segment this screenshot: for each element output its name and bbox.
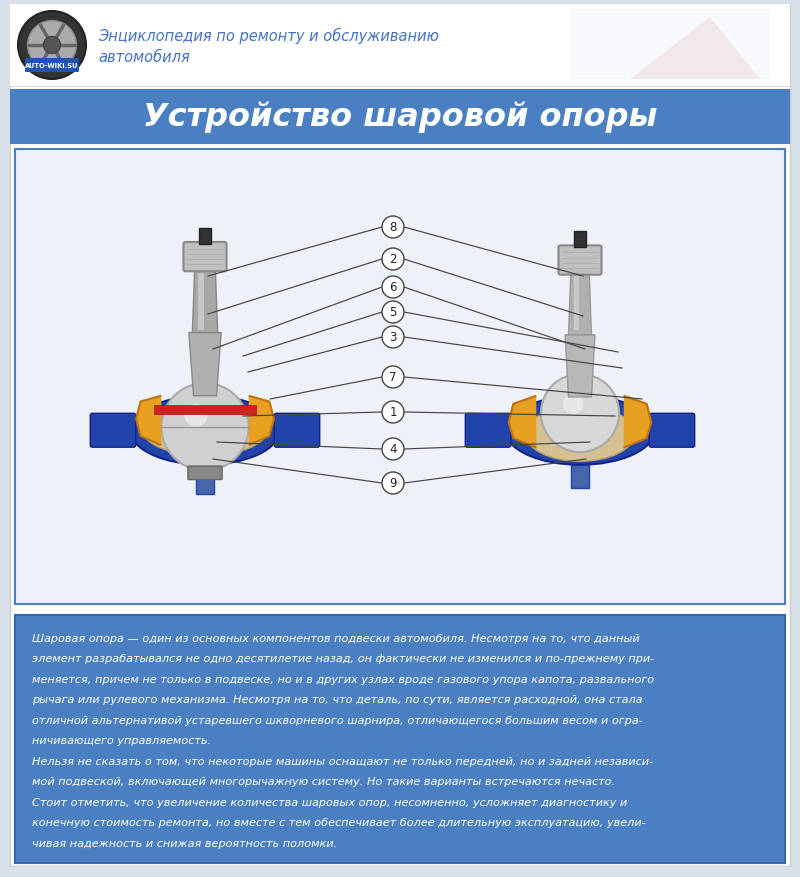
Text: отличной альтернативой устаревшего шкворневого шарнира, отличающегося большим ве: отличной альтернативой устаревшего шквор…	[32, 715, 642, 725]
Polygon shape	[249, 396, 274, 446]
Circle shape	[43, 38, 61, 54]
FancyBboxPatch shape	[10, 5, 790, 87]
Text: 3: 3	[390, 332, 397, 344]
Text: Стоит отметить, что увеличение количества шаровых опор, несомненно, усложняет ди: Стоит отметить, что увеличение количеств…	[32, 797, 627, 807]
Text: Нельзя не сказать о том, что некоторые машины оснащают не только передней, но и : Нельзя не сказать о том, что некоторые м…	[32, 756, 653, 766]
FancyBboxPatch shape	[25, 59, 79, 73]
Text: Энциклопедия по ремонту и обслуживанию: Энциклопедия по ремонту и обслуживанию	[98, 28, 439, 44]
Text: меняется, причем не только в подвеске, но и в других узлах вроде газового упора : меняется, причем не только в подвеске, н…	[32, 674, 654, 684]
Circle shape	[382, 438, 404, 460]
FancyBboxPatch shape	[650, 414, 694, 447]
Text: 4: 4	[390, 443, 397, 456]
FancyBboxPatch shape	[10, 5, 790, 866]
Polygon shape	[624, 396, 651, 448]
FancyBboxPatch shape	[154, 405, 256, 415]
Text: 9: 9	[390, 477, 397, 490]
FancyBboxPatch shape	[198, 274, 204, 331]
FancyBboxPatch shape	[466, 414, 510, 447]
FancyBboxPatch shape	[15, 150, 785, 604]
Ellipse shape	[506, 396, 654, 465]
Polygon shape	[569, 274, 591, 335]
FancyBboxPatch shape	[183, 243, 226, 272]
Text: Устройство шаровой опоры: Устройство шаровой опоры	[142, 101, 658, 132]
FancyBboxPatch shape	[15, 865, 785, 873]
Text: конечную стоимость ремонта, но вместе с тем обеспечивает более длительную эксплу: конечную стоимость ремонта, но вместе с …	[32, 817, 646, 828]
Circle shape	[562, 394, 583, 415]
Polygon shape	[509, 396, 536, 448]
FancyBboxPatch shape	[570, 453, 589, 488]
FancyBboxPatch shape	[574, 232, 586, 248]
FancyBboxPatch shape	[10, 90, 790, 145]
FancyBboxPatch shape	[574, 275, 579, 331]
Circle shape	[382, 276, 404, 299]
Text: элемент разрабатывался не одно десятилетие назад, он фактически не изменился и п: элемент разрабатывался не одно десятилет…	[32, 653, 654, 664]
Text: AUTO-WIKI.SU: AUTO-WIKI.SU	[26, 63, 78, 69]
Ellipse shape	[130, 396, 280, 465]
Text: чивая надежность и снижая вероятность поломки.: чивая надежность и снижая вероятность по…	[32, 838, 338, 848]
Circle shape	[382, 249, 404, 271]
Polygon shape	[630, 18, 760, 80]
FancyBboxPatch shape	[558, 246, 602, 275]
Ellipse shape	[526, 407, 634, 462]
Circle shape	[382, 302, 404, 324]
FancyBboxPatch shape	[188, 467, 222, 480]
Circle shape	[162, 383, 249, 471]
Circle shape	[382, 402, 404, 424]
Text: Шаровая опора — один из основных компонентов подвески автомобиля. Несмотря на то: Шаровая опора — один из основных компоне…	[32, 633, 640, 643]
FancyBboxPatch shape	[274, 414, 320, 447]
Text: мой подвеской, включающей многорычажную систему. Но такие варианты встречаются н: мой подвеской, включающей многорычажную …	[32, 777, 615, 787]
Text: 5: 5	[390, 306, 397, 319]
Circle shape	[27, 22, 77, 70]
FancyBboxPatch shape	[570, 10, 770, 80]
Polygon shape	[136, 396, 162, 446]
Text: рычага или рулевого механизма. Несмотря на то, что деталь, по сути, является рас: рычага или рулевого механизма. Несмотря …	[32, 695, 642, 705]
Text: 6: 6	[390, 282, 397, 294]
Circle shape	[382, 473, 404, 495]
Circle shape	[18, 12, 86, 80]
Text: 2: 2	[390, 253, 397, 267]
FancyBboxPatch shape	[196, 453, 214, 494]
Circle shape	[382, 367, 404, 389]
Text: 7: 7	[390, 371, 397, 384]
Ellipse shape	[143, 405, 267, 456]
FancyBboxPatch shape	[199, 229, 210, 245]
Circle shape	[382, 217, 404, 239]
Circle shape	[382, 326, 404, 348]
Polygon shape	[565, 335, 595, 397]
Text: 8: 8	[390, 221, 397, 234]
Polygon shape	[189, 333, 221, 396]
Polygon shape	[192, 270, 218, 333]
Circle shape	[184, 404, 207, 427]
Text: 1: 1	[390, 406, 397, 419]
Text: ничивающего управляемость.: ничивающего управляемость.	[32, 736, 211, 745]
FancyBboxPatch shape	[15, 616, 785, 863]
Text: автомобиля: автомобиля	[98, 49, 190, 64]
FancyBboxPatch shape	[90, 414, 136, 447]
Circle shape	[541, 374, 619, 453]
